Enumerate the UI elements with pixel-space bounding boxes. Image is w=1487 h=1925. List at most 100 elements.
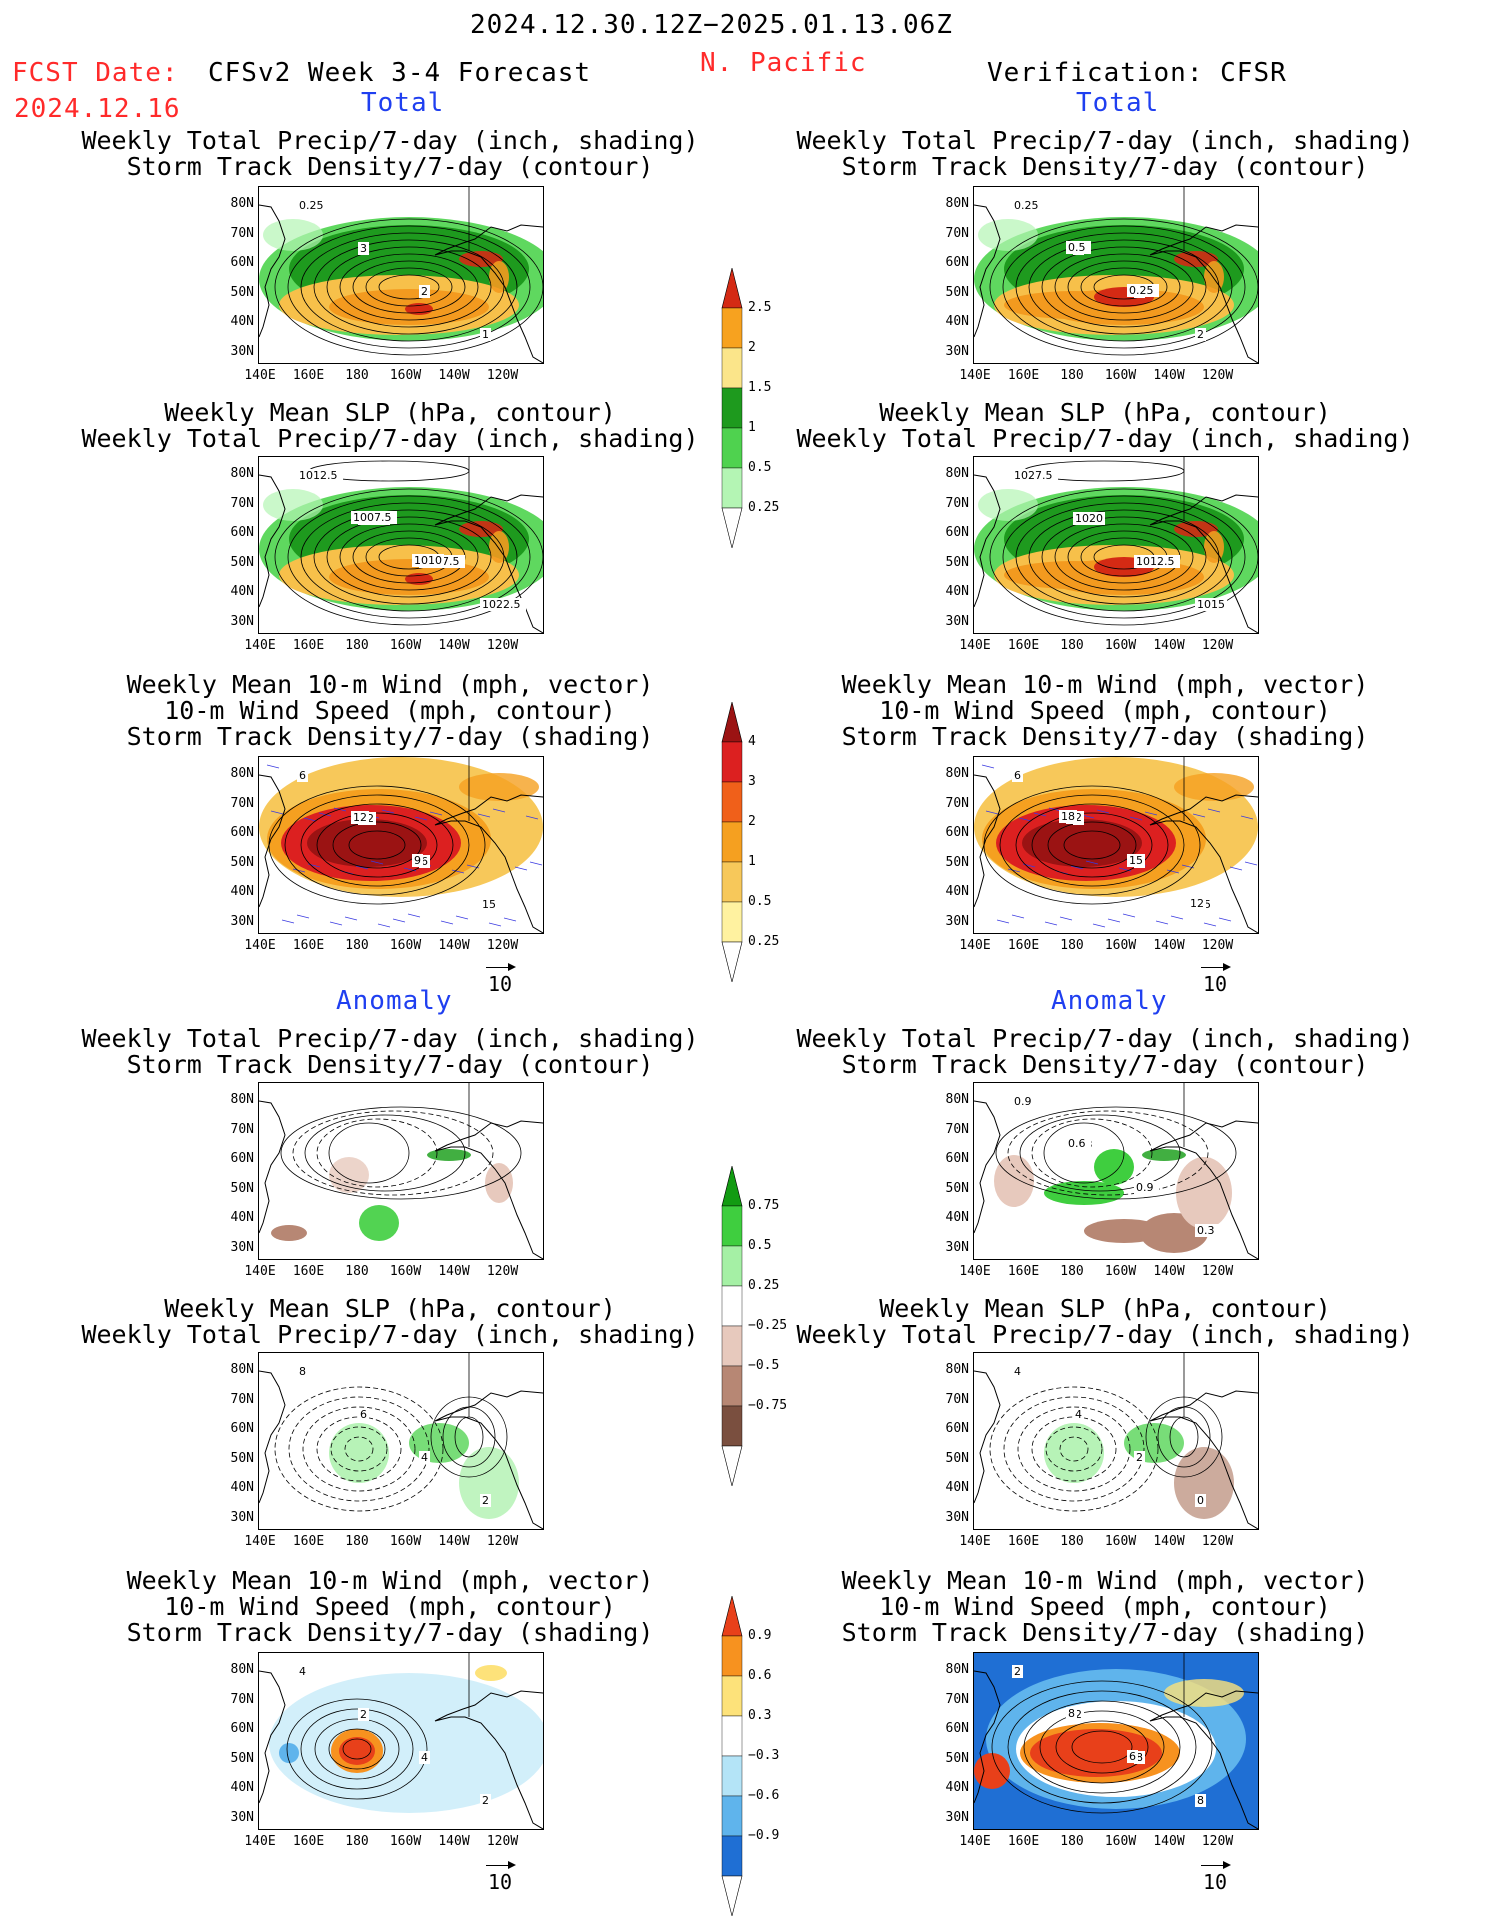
lat-tick-label: 50N <box>230 1450 254 1466</box>
contour-label: 12 <box>353 811 367 824</box>
lat-tick-label: 80N <box>945 1092 969 1107</box>
map-fc-anom-precip <box>258 1082 544 1260</box>
contour-label: 2 <box>1075 1708 1082 1721</box>
lon-tick-label: 160E <box>1007 638 1040 653</box>
lon-tick-label: 160W <box>1104 1264 1137 1279</box>
contour-label: 0.9 <box>1136 1181 1154 1194</box>
lon-tick-label: 180 <box>345 1264 369 1279</box>
lon-tick-label: 120W <box>1201 368 1234 383</box>
lon-tick-label: 160E <box>1007 1834 1040 1849</box>
map-svg: 4 4 2 0 <box>974 1353 1258 1529</box>
colorbar-svg <box>721 701 743 983</box>
lat-tick-label: 80N <box>945 466 969 481</box>
lat-tick-label: 60N <box>230 1421 254 1436</box>
colorbar-label: 0.5 <box>748 460 772 475</box>
lat-tick-label: 40N <box>945 584 969 599</box>
lat-tick-label: 70N <box>945 1691 969 1707</box>
lon-tick-label: 140W <box>1153 368 1185 383</box>
colorbar-label: 1 <box>748 420 756 435</box>
map-fc-total-wind: 612615129 <box>258 756 544 934</box>
colorbar-label: 1 <box>748 854 756 869</box>
lat-tick-label: 80N <box>945 1662 969 1677</box>
lat-tick-label: 80N <box>230 1662 254 1677</box>
contour-label: 4 <box>421 1751 428 1764</box>
colorbar-segment <box>721 861 743 903</box>
lat-tick-label: 40N <box>945 1480 969 1495</box>
lat-tick-label: 60N <box>230 1721 254 1736</box>
map-vf-total-wind: 6961512151218 <box>973 756 1259 934</box>
lon-tick-label: 140E <box>244 1534 276 1549</box>
contour-label: 1010 <box>414 554 442 567</box>
lat-tick-label: 50N <box>945 554 969 570</box>
lon-tick-label: 160W <box>389 368 422 383</box>
lat-tick-label: 50N <box>230 1750 254 1766</box>
contour-label: 1022.5 <box>482 598 521 611</box>
map-svg: 1027.5 1020 1012.5 1015 <box>974 457 1258 633</box>
vector-ref-vf-total: 10 <box>1195 962 1235 996</box>
contour-label: 15 <box>1129 854 1143 867</box>
lon-tick-label: 160E <box>292 1534 325 1549</box>
colorbar-segment <box>721 1675 743 1717</box>
contour-label: 3 <box>360 242 367 255</box>
contour-label: 1020 <box>1075 512 1103 525</box>
colorbar-storm-total: 4 3 2 1 0.5 0.25 <box>720 701 779 986</box>
lon-tick-label: 120W <box>1201 1534 1234 1549</box>
lon-tick-label: 160E <box>1007 938 1040 953</box>
contour-label: 6 <box>421 855 428 868</box>
lat-tick-label: 30N <box>945 343 969 359</box>
lat-tick-label: 70N <box>230 225 254 241</box>
lon-tick-label: 140E <box>244 368 276 383</box>
lon-tick-label: 180 <box>1060 638 1084 653</box>
title-vf-anom-wind: Weekly Mean 10-m Wind (mph, vector) 10-m … <box>841 1566 1369 1647</box>
contour-label: 9 <box>414 854 421 867</box>
lon-tick-label: 140E <box>959 1834 991 1849</box>
lon-tick-label: 160W <box>389 1534 422 1549</box>
contour-label: 6 <box>1014 769 1021 782</box>
lat-tick-label: 30N <box>230 1239 254 1255</box>
lon-tick-label: 140E <box>959 368 991 383</box>
lat-tick-label: 30N <box>945 1809 969 1825</box>
section-anomaly-left: Anomaly <box>336 986 453 1016</box>
lat-tick-label: 40N <box>230 584 254 599</box>
lon-tick-label: 140W <box>438 638 470 653</box>
lon-tick-label: 120W <box>1201 938 1234 953</box>
lon-tick-label: 180 <box>1060 368 1084 383</box>
colorbar-bottom-cap <box>721 1875 743 1917</box>
contour-label: 0.25 <box>1014 199 1039 212</box>
colorbar-label: 2.5 <box>748 300 772 315</box>
contour-label: 0 <box>1197 1494 1204 1507</box>
contour-label: 1012.5 <box>1136 555 1175 568</box>
lat-tick-label: 50N <box>945 1180 969 1196</box>
colorbar-svg <box>721 267 743 549</box>
lon-tick-label: 120W <box>486 1834 519 1849</box>
lon-tick-label: 180 <box>345 1534 369 1549</box>
colorbar-label: −0.5 <box>748 1358 780 1373</box>
colorbar-segment <box>721 901 743 943</box>
lon-tick-label: 160E <box>292 938 325 953</box>
lon-tick-label: 120W <box>1201 1264 1234 1279</box>
colorbar-segment <box>721 1795 743 1837</box>
contour-label: 2 <box>1197 328 1204 341</box>
lon-tick-label: 180 <box>345 368 369 383</box>
colorbar-segment <box>721 1635 743 1677</box>
colorbar-segment <box>721 1205 743 1247</box>
lat-tick-label: 80N <box>230 466 254 481</box>
lon-tick-label: 140W <box>1153 938 1185 953</box>
lon-tick-label: 140E <box>244 938 276 953</box>
colorbar-segment <box>721 467 743 509</box>
title-fc-anom-wind: Weekly Mean 10-m Wind (mph, vector) 10-m … <box>126 1566 654 1647</box>
title-fc-total-wind: Weekly Mean 10-m Wind (mph, vector) 10-m … <box>126 670 654 751</box>
colorbar-top-cap <box>721 1595 743 1637</box>
lat-tick-label: 80N <box>945 196 969 211</box>
lon-tick-label: 120W <box>486 1264 519 1279</box>
vector-ref-vf-anom: 10 <box>1195 1860 1235 1894</box>
map-fc-anom-slp: 8 6 4 2 <box>258 1352 544 1530</box>
colorbar-label: 1.5 <box>748 380 772 395</box>
contour-label: 6 <box>360 1408 367 1421</box>
colorbar-segment <box>721 1245 743 1287</box>
lat-tick-label: 30N <box>230 913 254 929</box>
section-total-left: Total <box>361 88 445 118</box>
lat-tick-label: 50N <box>230 854 254 870</box>
colorbar-svg <box>721 1165 743 1487</box>
